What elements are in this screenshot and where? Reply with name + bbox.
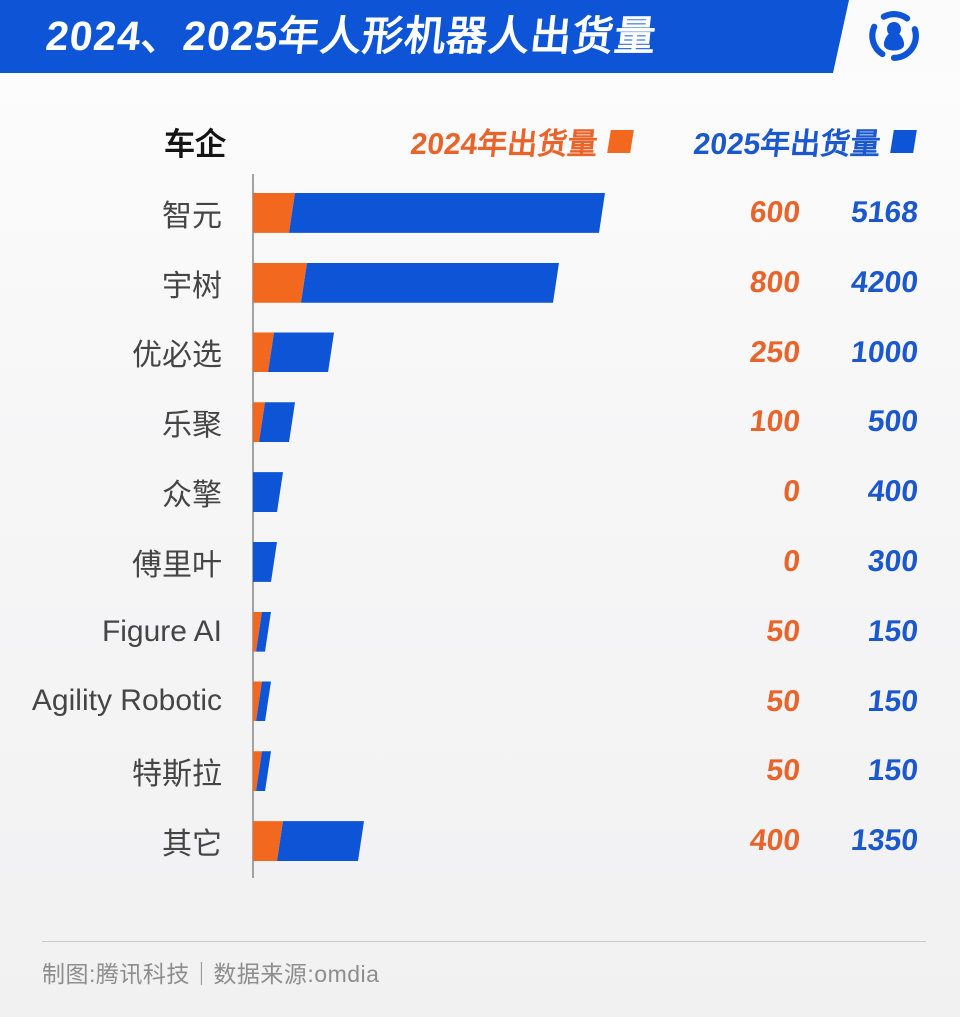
value-2024: 50 [764,614,802,648]
table-row: 其它 400 1350 [0,806,960,876]
value-2025: 150 [866,684,920,718]
company-label: 乐聚 [162,409,222,443]
footer-divider [42,941,926,942]
value-2025: 150 [866,614,920,648]
bar-chart: 智元 600 5168 宇树 800 4200 优必选 250 1000 乐聚 100 500 众擎 0 4… [0,174,960,878]
company-label: 智元 [162,199,222,233]
table-row: 众擎 0 400 [0,457,960,527]
value-2025: 1000 [849,335,920,369]
company-label: 优必选 [132,339,222,373]
bar-segment-2024 [253,612,262,652]
tencent-tech-penguin-icon [865,7,923,65]
table-row: 优必选 250 1000 [0,318,960,388]
table-row: 乐聚 100 500 [0,387,960,457]
legend-row: 车企 2024年出货量 2025年出货量 [0,119,960,163]
company-label: 众擎 [162,479,222,513]
value-2025: 150 [866,754,920,788]
company-label: 其它 [162,828,222,862]
value-2025: 400 [866,475,920,509]
bar-segment-2025 [301,263,559,303]
chart-rows: 智元 600 5168 宇树 800 4200 优必选 250 1000 乐聚 100 500 众擎 0 4… [0,178,960,876]
value-2024: 50 [764,754,802,788]
value-2025: 500 [866,405,920,439]
value-2025: 4200 [849,265,920,299]
value-2025: 5168 [849,195,920,229]
company-column-header: 车企 [164,126,226,162]
table-row: Agility Robotic 50 150 [0,667,960,737]
value-2024: 0 [781,475,802,509]
bar-segment-2025 [289,193,605,233]
header: 2024、2025年人形机器人出货量 [0,0,960,73]
bar-segment-2025 [277,821,364,861]
bar-segment-2025 [253,472,283,512]
title-banner [0,0,849,73]
table-row: Figure AI 50 150 [0,597,960,667]
company-label: 宇树 [162,269,222,303]
table-row: 傅里叶 0 300 [0,527,960,597]
value-2025: 1350 [849,824,920,858]
bar-segment-2024 [253,681,262,721]
value-2024: 800 [748,265,802,299]
value-2024: 0 [781,544,802,578]
company-label: 特斯拉 [132,758,222,792]
bar-segment-2024 [253,332,274,372]
company-label: Figure AI [101,614,222,648]
company-label: 傅里叶 [132,548,222,582]
value-2024: 250 [748,335,802,369]
bar-segment-2024 [253,821,283,861]
company-label: Agility Robotic [31,684,222,718]
table-row: 特斯拉 50 150 [0,736,960,806]
bar-segment-2025 [259,402,295,442]
table-row: 宇树 800 4200 [0,248,960,318]
bar-segment-2024 [253,263,307,303]
value-2024: 50 [764,684,802,718]
y-axis-line [252,174,254,878]
bar-segment-2025 [253,542,277,582]
table-row: 智元 600 5168 [0,178,960,248]
value-2024: 100 [748,405,802,439]
value-2024: 400 [748,824,802,858]
bar-segment-2025 [268,332,334,372]
value-2024: 600 [748,195,802,229]
value-2025: 300 [866,544,920,578]
bar-segment-2024 [253,751,262,791]
bar-segment-2024 [253,193,295,233]
footer-credit: 制图:腾讯科技｜数据来源:omdia [42,961,380,987]
